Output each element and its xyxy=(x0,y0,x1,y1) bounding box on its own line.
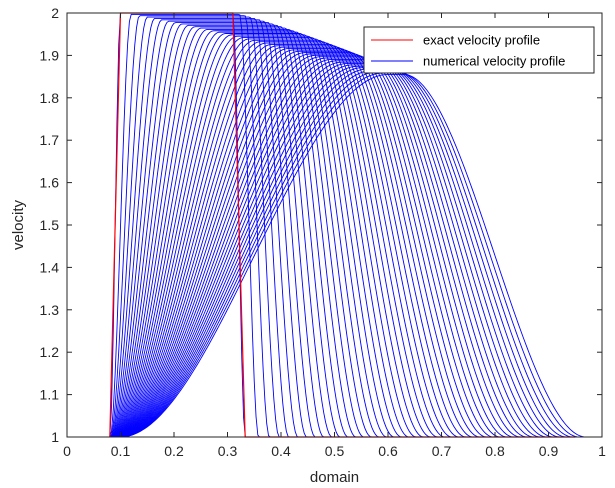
y-tick-label: 2 xyxy=(51,5,59,21)
numerical-profile-line xyxy=(67,71,602,438)
numerical-profile-line xyxy=(67,68,602,438)
y-tick-label: 1.1 xyxy=(40,387,60,403)
x-tick-label: 0.4 xyxy=(271,443,291,459)
x-tick-label: 1 xyxy=(598,443,606,459)
numerical-profile-line xyxy=(67,74,602,438)
x-tick-label: 0.3 xyxy=(218,443,238,459)
legend: exact velocity profile numerical velocit… xyxy=(363,26,595,74)
axes: 0 0.1 0.2 0.3 0.4 0.5 0.6 0.7 0.8 0.9 1 1 1.1 1.2 1.3 1… xyxy=(40,5,607,459)
x-tick-label: 0.7 xyxy=(432,443,452,459)
numerical-profile-line xyxy=(67,72,602,438)
x-tick-label: 0.9 xyxy=(539,443,559,459)
y-tick-label: 1.6 xyxy=(40,175,60,191)
numerical-profile-line xyxy=(67,60,602,438)
x-tick-label: 0.5 xyxy=(325,443,345,459)
x-axis-label: domain xyxy=(310,469,359,486)
legend-box xyxy=(363,26,595,74)
y-tick-label: 1.4 xyxy=(40,259,60,275)
numerical-profile-line xyxy=(67,67,602,438)
y-axis-label: velocity xyxy=(10,199,27,250)
y-tick-label: 1.8 xyxy=(40,90,60,106)
y-tick-label: 1.7 xyxy=(40,132,60,148)
x-tick-label: 0.8 xyxy=(485,443,505,459)
x-tick-label: 0.2 xyxy=(164,443,184,459)
numerical-profile-line xyxy=(67,64,602,438)
y-tick-label: 1.5 xyxy=(40,217,60,233)
numerical-profile-line xyxy=(67,61,602,438)
legend-label-numerical: numerical velocity profile xyxy=(423,54,565,69)
x-tick-label: 0.6 xyxy=(378,443,398,459)
numerical-profile-line xyxy=(67,65,602,438)
y-tick-label: 1.2 xyxy=(40,344,60,360)
numerical-profile-line xyxy=(67,63,602,438)
y-tick-label: 1.3 xyxy=(40,302,60,318)
x-tick-label: 0 xyxy=(63,443,71,459)
y-tick-label: 1.9 xyxy=(40,47,60,63)
legend-label-exact: exact velocity profile xyxy=(423,33,540,48)
numerical-profile-line xyxy=(67,69,602,438)
x-tick-label: 0.1 xyxy=(111,443,131,459)
y-tick-label: 1 xyxy=(51,429,59,445)
